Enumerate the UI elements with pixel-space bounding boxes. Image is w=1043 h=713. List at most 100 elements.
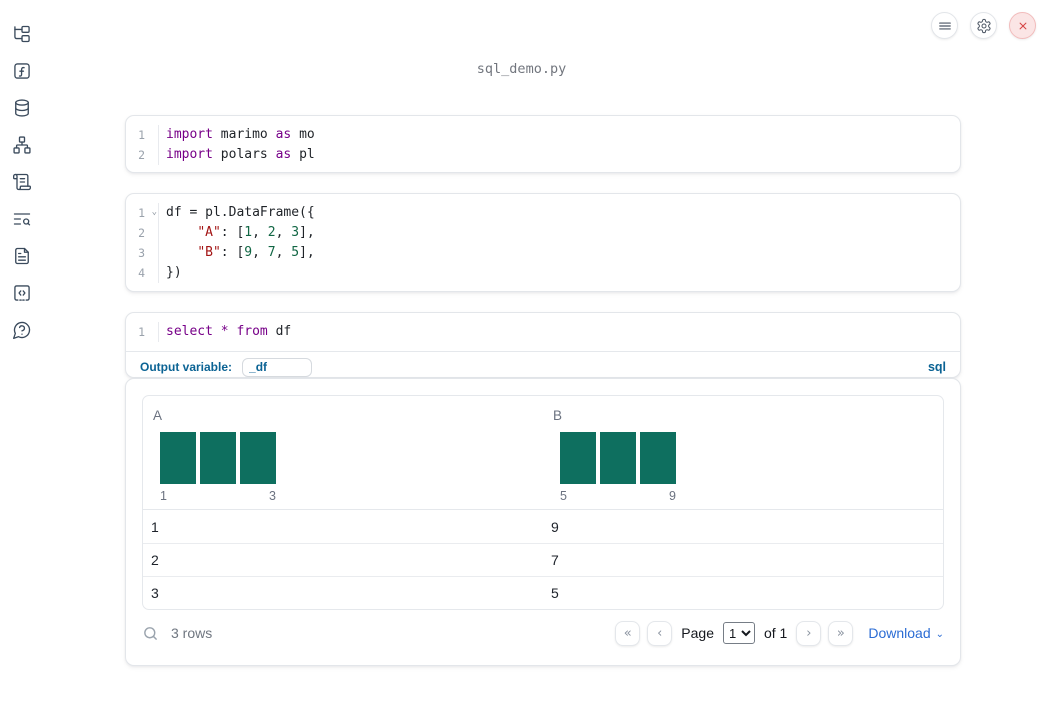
line-number-gutter: 1: [126, 322, 159, 342]
close-icon: [1016, 19, 1030, 33]
pagination: « ‹ Page 1 of 1 › » Download ⌄: [615, 620, 944, 646]
histogram-bar: [240, 432, 276, 484]
page-label: Page: [681, 625, 714, 641]
sidebar-item-dependencies[interactable]: [12, 135, 32, 155]
code-line[interactable]: select * from df: [166, 324, 292, 339]
table-cell: 3: [151, 585, 159, 601]
next-page-button[interactable]: ›: [796, 620, 822, 646]
scroll-icon: [12, 172, 32, 192]
file-tree-icon: [12, 24, 32, 44]
code-line[interactable]: }): [166, 265, 182, 280]
histogram-bar: [640, 432, 676, 484]
text-search-icon: [12, 209, 32, 229]
menu-button[interactable]: [931, 12, 958, 39]
sidebar-item-variables[interactable]: [12, 209, 32, 229]
column-label: B: [553, 408, 563, 423]
code-line[interactable]: df = pl.DataFrame({: [166, 205, 315, 220]
hist-min-label: 5: [560, 489, 567, 503]
settings-button[interactable]: [970, 12, 997, 39]
output-variable-input[interactable]: [242, 357, 313, 377]
code-line[interactable]: "B": [9, 7, 5],: [197, 245, 315, 260]
line-number: 1 ⌄: [126, 203, 158, 223]
line-number: 3: [138, 246, 145, 260]
table-header: A 1 3 B 5 9: [143, 396, 943, 510]
fold-chevron-icon[interactable]: ⌄: [151, 207, 157, 217]
shutdown-button[interactable]: [1009, 12, 1036, 39]
line-number: 4: [138, 266, 145, 280]
hist-max-label: 3: [269, 489, 276, 503]
dependency-graph-icon: [12, 135, 32, 155]
sql-cell-footer: Output variable: sql: [126, 351, 960, 382]
notebook-title[interactable]: sql_demo.py: [476, 61, 567, 77]
histogram-bar: [600, 432, 636, 484]
language-badge: sql: [927, 360, 946, 374]
column-histogram: 1 3: [160, 432, 535, 503]
database-icon: [12, 98, 32, 118]
sidebar-item-documentation[interactable]: [12, 246, 32, 266]
code-cell-dataframe: 1 ⌄ 2 3 4 df = pl.DataFrame({ "A": [1, 2, 3]…: [125, 193, 961, 292]
sidebar: [0, 0, 44, 713]
histogram-bar: [560, 432, 596, 484]
function-icon: [12, 61, 32, 81]
first-page-button[interactable]: «: [615, 620, 641, 646]
column-histogram: 5 9: [560, 432, 935, 503]
prev-page-button[interactable]: ‹: [647, 620, 673, 646]
line-number: 2: [138, 226, 145, 240]
table-cell: 7: [551, 552, 559, 568]
code-editor[interactable]: 1 ⌄ 2 3 4 df = pl.DataFrame({ "A": [1, 2, 3]…: [126, 194, 960, 292]
row-count: 3 rows: [171, 625, 213, 641]
search-rows-button[interactable]: [142, 625, 159, 642]
table-cell: 2: [151, 552, 159, 568]
line-number: 1: [138, 128, 145, 142]
sidebar-item-help[interactable]: [12, 320, 32, 340]
sidebar-item-functions[interactable]: [12, 61, 32, 81]
page-select[interactable]: 1: [722, 622, 755, 644]
gear-icon: [976, 18, 992, 34]
chevron-down-icon: ⌄: [935, 628, 944, 640]
double-chevron-left-icon: «: [623, 625, 632, 641]
table-cell: 1: [151, 518, 159, 535]
chevron-left-icon: ‹: [657, 625, 663, 641]
table-cell: 5: [551, 585, 559, 601]
output-variable-label: Output variable:: [140, 360, 233, 374]
hist-min-label: 1: [160, 489, 167, 503]
snippets-icon: [12, 283, 32, 303]
column-header-b: B 5 9: [543, 396, 943, 509]
table-cell: 9: [551, 518, 559, 535]
hist-max-label: 9: [669, 489, 676, 503]
help-icon: [12, 320, 32, 340]
histogram-bar: [200, 432, 236, 484]
sidebar-item-files[interactable]: [12, 24, 32, 44]
sidebar-item-snippets[interactable]: [12, 283, 32, 303]
download-button[interactable]: Download ⌄: [868, 625, 944, 641]
code-line[interactable]: import polars as pl: [166, 147, 315, 162]
line-number: 1: [138, 325, 145, 339]
output-cell: A 1 3 B 5 9: [125, 378, 961, 666]
hamburger-icon: [938, 19, 952, 33]
sidebar-item-datasources[interactable]: [12, 98, 32, 118]
chevron-right-icon: ›: [806, 625, 812, 641]
histogram-bar: [160, 432, 196, 484]
double-chevron-right-icon: »: [836, 625, 845, 641]
document-icon: [12, 246, 32, 266]
topbar-actions: [931, 12, 1036, 39]
search-icon: [142, 625, 159, 642]
code-line[interactable]: import marimo as mo: [166, 127, 315, 142]
sidebar-item-logs[interactable]: [12, 172, 32, 192]
table-footer: 3 rows « ‹ Page 1 of 1 › » Download ⌄: [126, 612, 960, 654]
column-label: A: [153, 408, 163, 423]
page-of-label: of 1: [763, 625, 788, 641]
code-line[interactable]: "A": [1, 2, 3],: [197, 225, 315, 240]
last-page-button[interactable]: »: [828, 620, 854, 646]
line-number: 2: [138, 148, 145, 162]
column-header-a: A 1 3: [143, 396, 543, 509]
line-number-gutter: 1 ⌄ 2 3 4: [126, 203, 159, 283]
code-editor[interactable]: 1 select * from df: [126, 313, 960, 351]
sql-cell: 1 select * from df Output variable: sql: [125, 312, 961, 378]
